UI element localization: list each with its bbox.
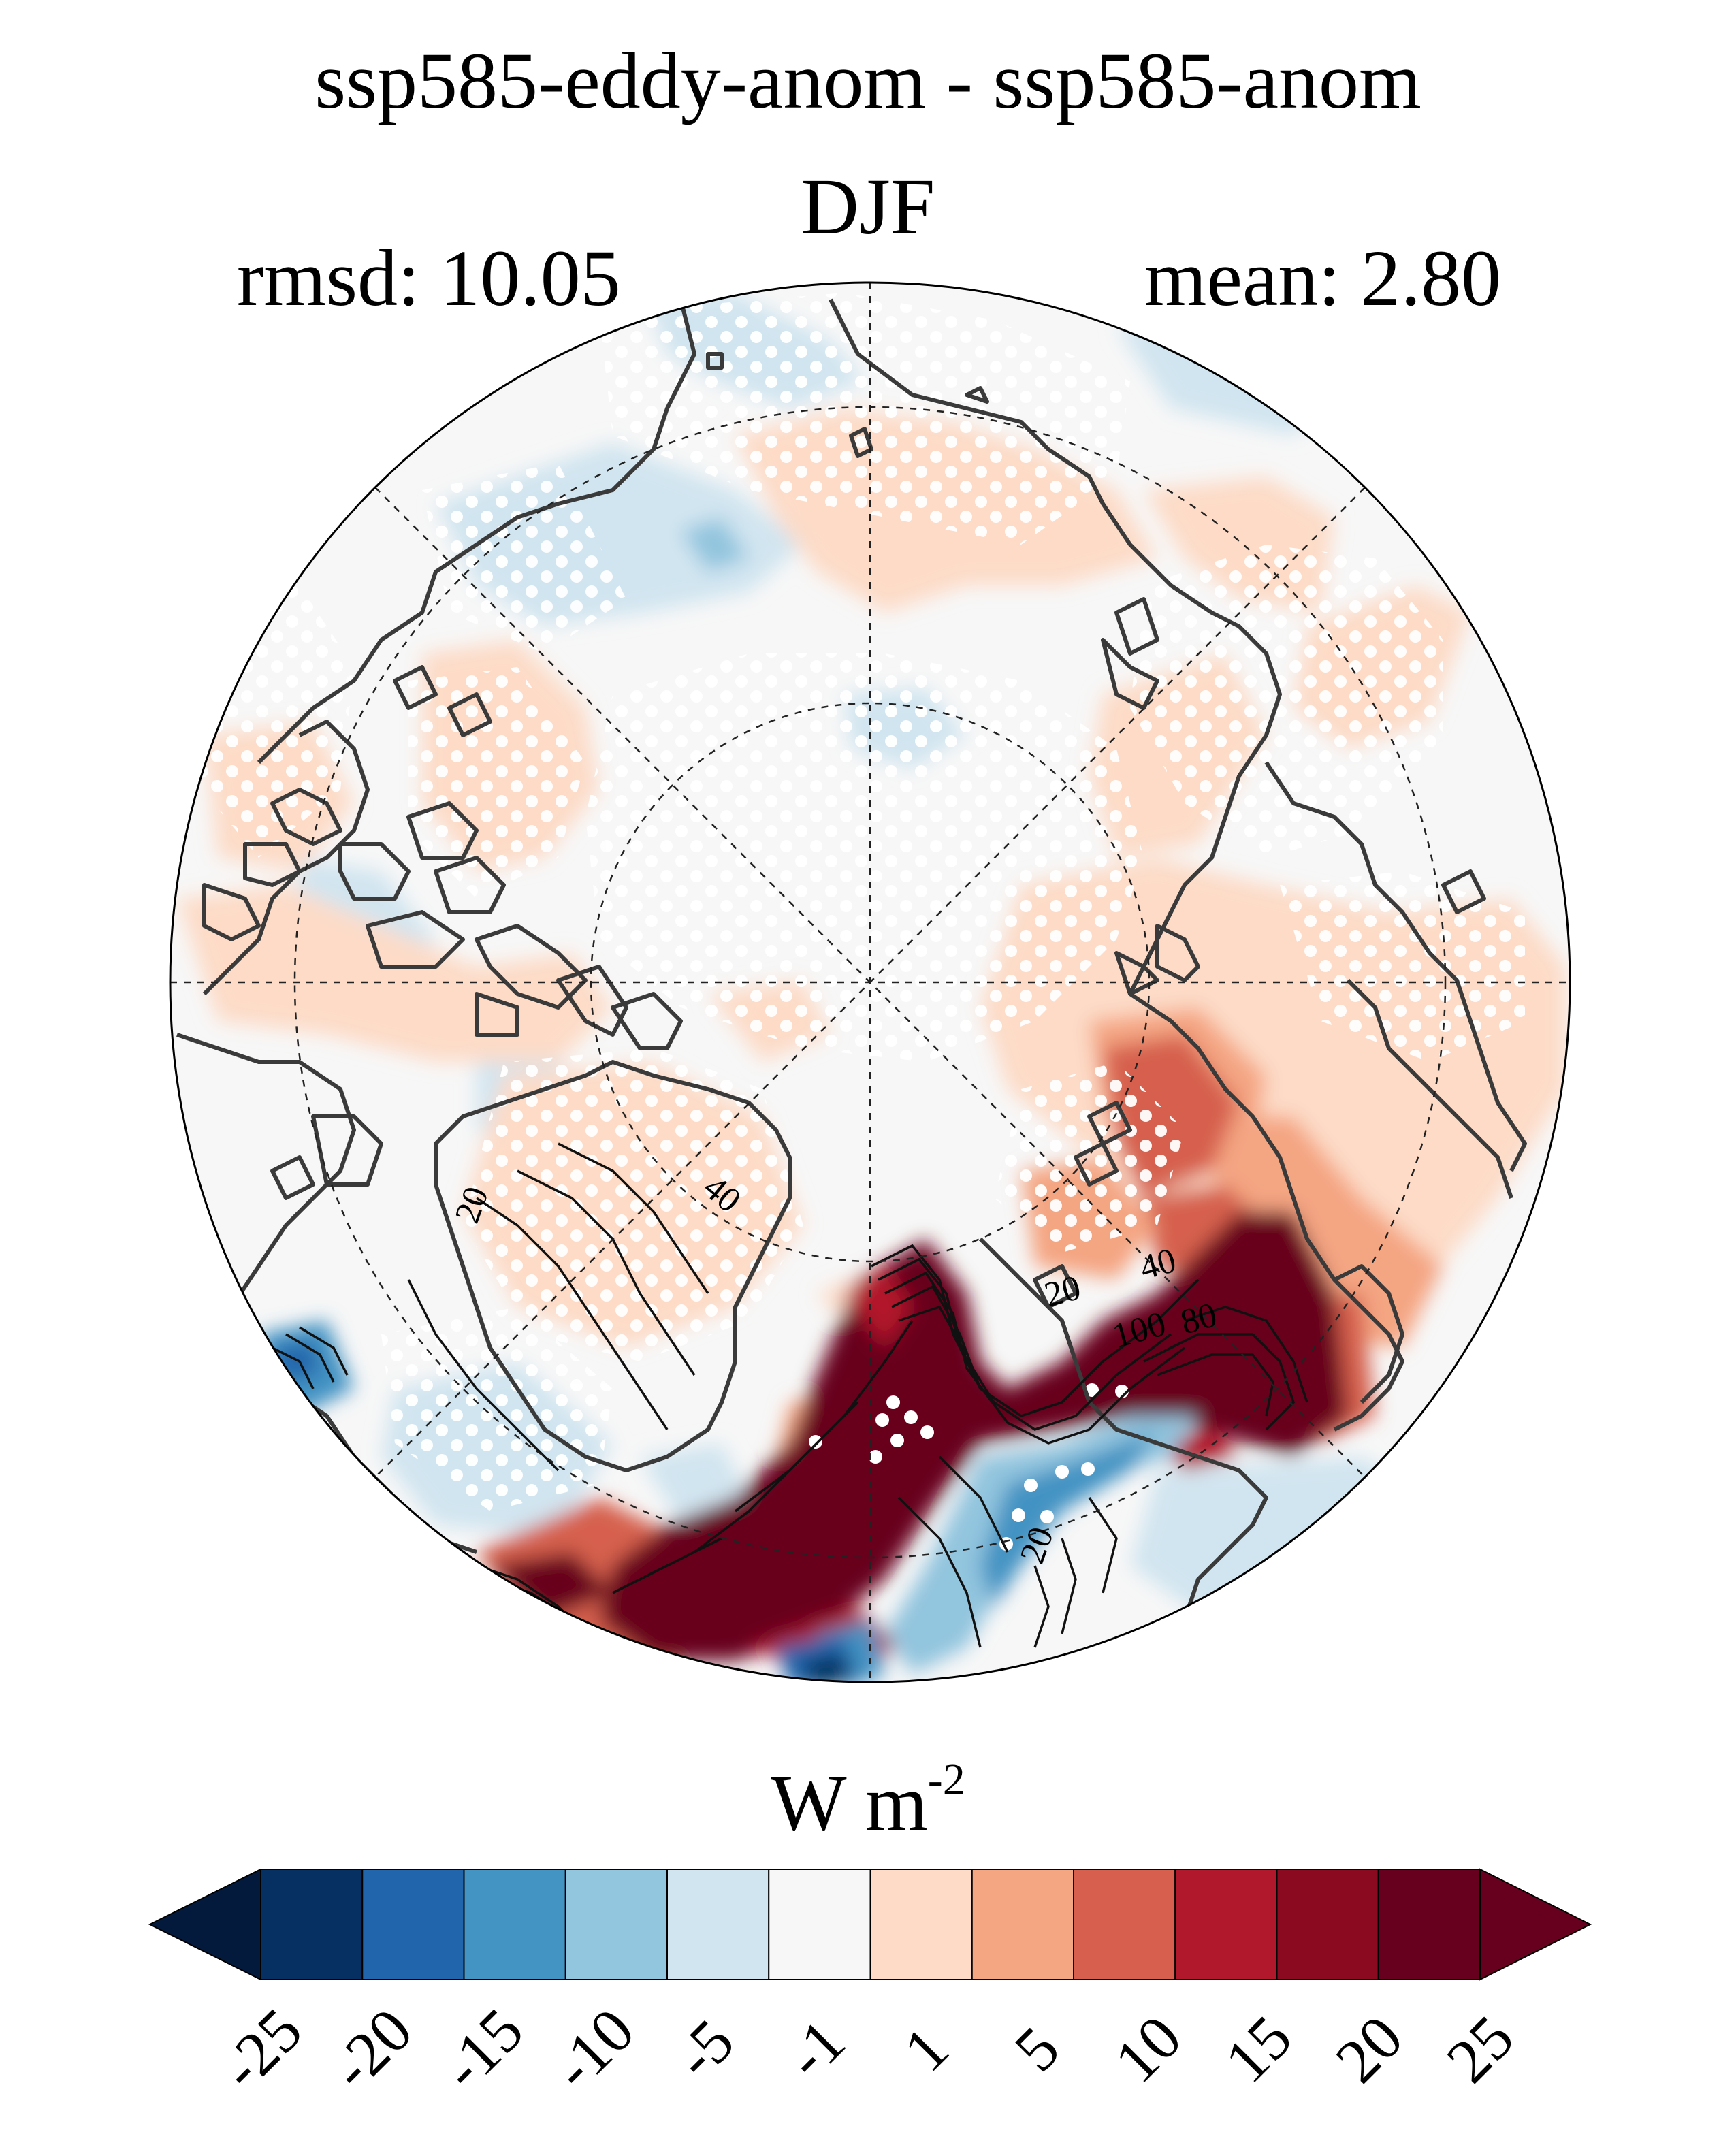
colorbar-cell — [666, 1869, 770, 1980]
stippling — [191, 293, 1525, 1511]
colorbar-cell — [1377, 1869, 1481, 1980]
colorbar-cell — [1276, 1869, 1379, 1980]
colorbar-cell — [361, 1869, 465, 1980]
stippling-dots-red — [809, 1383, 1129, 1551]
contours — [272, 1142, 1308, 1648]
colorbar-cells — [148, 1868, 1592, 1981]
colorbar-under-arrow — [148, 1868, 261, 1981]
units-label: W m-2 — [0, 1758, 1736, 1843]
units-exponent: -2 — [927, 1755, 965, 1805]
colorbar-cell — [1073, 1869, 1176, 1980]
graticule — [170, 283, 1570, 1682]
colorbar-cell — [869, 1869, 973, 1980]
season-label: DJF — [801, 162, 935, 251]
colorbar-cell — [564, 1869, 668, 1980]
colorbar-cell — [1174, 1869, 1278, 1980]
colorbar-cell — [463, 1869, 566, 1980]
units-base: W m — [771, 1758, 928, 1847]
colorbar-cell — [260, 1869, 364, 1980]
colorbar-over-arrow — [1479, 1868, 1592, 1981]
coastlines — [176, 298, 1527, 1662]
colorbar-cell — [971, 1869, 1074, 1980]
map-boundary — [169, 281, 1571, 1683]
polar-map: 20 40 20 40 100 80 20 — [169, 281, 1571, 1683]
colorbar-cell — [768, 1869, 871, 1980]
rmsd-label: rmsd: 10.05 — [237, 233, 621, 323]
map-title: ssp585-eddy-anom - ssp585-anom — [315, 36, 1421, 125]
mean-label: mean: 2.80 — [1144, 233, 1501, 323]
